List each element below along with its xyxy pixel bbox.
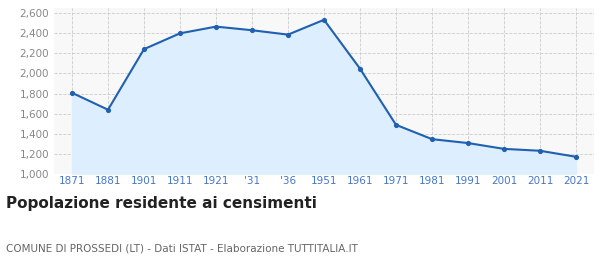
Point [319, 18, 329, 22]
Point [67, 90, 77, 95]
Point [571, 155, 581, 159]
Point [175, 31, 185, 36]
Text: Popolazione residente ai censimenti: Popolazione residente ai censimenti [6, 196, 317, 211]
Point [427, 137, 437, 141]
Point [211, 24, 221, 29]
Point [103, 108, 113, 112]
Point [283, 32, 293, 37]
Point [139, 47, 149, 52]
Point [463, 141, 473, 145]
Point [535, 148, 545, 153]
Point [391, 123, 401, 127]
Text: COMUNE DI PROSSEDI (LT) - Dati ISTAT - Elaborazione TUTTITALIA.IT: COMUNE DI PROSSEDI (LT) - Dati ISTAT - E… [6, 244, 358, 254]
Point [499, 147, 509, 151]
Point [247, 28, 257, 32]
Point [355, 66, 365, 71]
